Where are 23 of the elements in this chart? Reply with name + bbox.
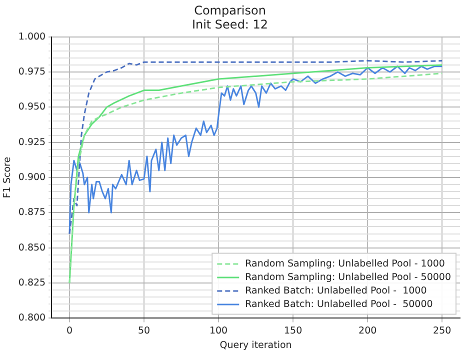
y-tick-label: 0.900 [18, 172, 46, 183]
legend-label: Ranked Batch: Unlabelled Pool - 50000 [245, 298, 433, 310]
legend-label: Random Sampling: Unlabelled Pool - 1000 [245, 258, 445, 270]
x-tick-label: 250 [433, 325, 452, 336]
y-tick-label: 0.850 [18, 242, 46, 254]
y-tick-label: 0.950 [18, 102, 46, 113]
y-tick-label: 1.000 [18, 31, 46, 42]
y-tick-label: 0.875 [18, 207, 46, 218]
y-axis-title: F1 Score [2, 156, 14, 198]
y-tick-label: 0.925 [18, 136, 46, 148]
x-tick-label: 0 [66, 325, 73, 336]
legend-label: Ranked Batch: Unlabelled Pool - 1000 [245, 285, 427, 296]
x-tick-label: 200 [358, 325, 377, 336]
x-tick-label: 100 [209, 325, 228, 336]
legend-label: Random Sampling: Unlabelled Pool - 50000 [245, 272, 452, 283]
y-tick-label: 0.800 [18, 312, 46, 324]
y-tick-label: 0.825 [18, 277, 46, 288]
x-tick-label: 50 [138, 325, 150, 336]
x-axis-title: Query iteration [220, 340, 292, 351]
chart-subtitle: Init Seed: 12 [192, 18, 268, 32]
chart-title: Comparison [194, 3, 266, 18]
x-tick-label: 150 [284, 325, 302, 336]
y-tick-label: 0.975 [18, 66, 46, 78]
